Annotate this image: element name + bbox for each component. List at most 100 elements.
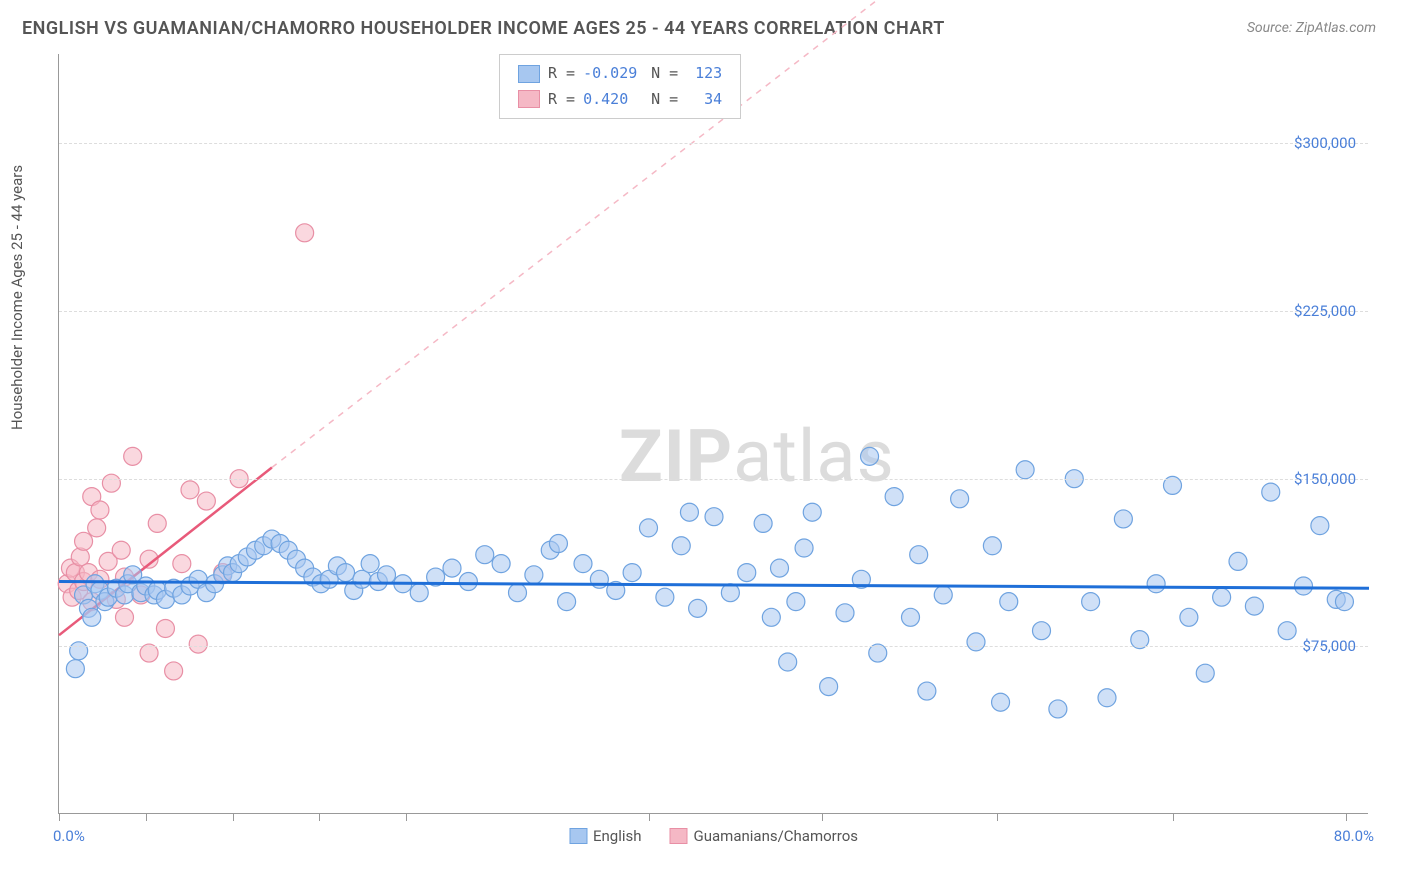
- data-point: [992, 693, 1010, 711]
- x-tick: [822, 813, 823, 821]
- data-point: [1295, 577, 1313, 595]
- data-point: [1098, 689, 1116, 707]
- stats-legend-box: R = -0.029 N = 123R =0.420N =34: [499, 54, 741, 119]
- x-tick: [649, 813, 650, 821]
- data-point: [640, 519, 658, 537]
- data-point: [1213, 588, 1231, 606]
- legend-swatch: [569, 828, 587, 844]
- grid-line: [59, 479, 1368, 480]
- data-point: [983, 537, 1001, 555]
- trend-line: [59, 582, 1369, 589]
- data-point: [1147, 575, 1165, 593]
- data-point: [754, 514, 772, 532]
- stat-n-label: N =: [651, 61, 678, 87]
- data-point: [165, 662, 183, 680]
- data-point: [1033, 622, 1051, 640]
- data-point: [836, 604, 854, 622]
- y-tick-label: $150,000: [1294, 470, 1356, 488]
- data-point: [459, 573, 477, 591]
- data-point: [112, 541, 130, 559]
- data-point: [148, 514, 166, 532]
- data-point: [1335, 593, 1353, 611]
- grid-line: [59, 646, 1368, 647]
- data-point: [549, 535, 567, 553]
- data-point: [181, 481, 199, 499]
- x-tick: [1173, 813, 1174, 821]
- x-axis-max-label: 80.0%: [1334, 827, 1374, 845]
- stat-r-label: R =: [548, 61, 575, 87]
- grid-line: [59, 143, 1368, 144]
- data-point: [70, 642, 88, 660]
- legend-swatch: [670, 828, 688, 844]
- x-tick: [319, 813, 320, 821]
- y-tick-label: $225,000: [1294, 302, 1356, 320]
- data-point: [173, 555, 191, 573]
- stats-row: R = -0.029 N = 123: [518, 61, 722, 87]
- data-point: [820, 678, 838, 696]
- stat-r-value: 0.420: [583, 87, 643, 113]
- data-point: [1114, 510, 1132, 528]
- grid-line: [59, 311, 1368, 312]
- data-point: [296, 224, 314, 242]
- data-point: [689, 599, 707, 617]
- x-tick: [997, 813, 998, 821]
- data-point: [1180, 608, 1198, 626]
- chart-container: ENGLISH VS GUAMANIAN/CHAMORRO HOUSEHOLDE…: [0, 0, 1406, 892]
- plot-area: ZIPatlas R =-0.029N =123R =0.420N =34 0.…: [58, 54, 1368, 814]
- data-point: [934, 586, 952, 604]
- chart-title: ENGLISH VS GUAMANIAN/CHAMORRO HOUSEHOLDE…: [22, 18, 945, 39]
- data-point: [1262, 483, 1280, 501]
- x-tick: [233, 813, 234, 821]
- data-point: [1311, 517, 1329, 535]
- x-tick: [406, 813, 407, 821]
- data-point: [509, 584, 527, 602]
- stat-r-value: -0.029: [583, 61, 643, 87]
- data-point: [156, 619, 174, 637]
- x-tick: [146, 813, 147, 821]
- data-point: [337, 564, 355, 582]
- data-point: [705, 508, 723, 526]
- source-label: Source: ZipAtlas.com: [1247, 20, 1376, 36]
- y-tick-label: $75,000: [1302, 637, 1356, 655]
- data-point: [885, 488, 903, 506]
- data-point: [1000, 593, 1018, 611]
- data-point: [361, 555, 379, 573]
- data-point: [1278, 622, 1296, 640]
- data-point: [967, 633, 985, 651]
- data-point: [1049, 700, 1067, 718]
- data-point: [762, 608, 780, 626]
- data-point: [803, 503, 821, 521]
- data-point: [83, 608, 101, 626]
- legend-label: English: [593, 827, 642, 845]
- legend-bottom: English Guamanians/Chamorros: [569, 827, 858, 845]
- legend-label: Guamanians/Chamorros: [694, 827, 858, 845]
- data-point: [378, 566, 396, 584]
- data-point: [1016, 461, 1034, 479]
- legend-item: Guamanians/Chamorros: [670, 827, 858, 845]
- data-point: [66, 660, 84, 678]
- data-point: [124, 447, 142, 465]
- legend-item: English: [569, 827, 642, 845]
- x-axis-min-label: 0.0%: [53, 827, 85, 845]
- data-point: [902, 608, 920, 626]
- data-point: [189, 635, 207, 653]
- data-point: [558, 593, 576, 611]
- data-point: [410, 584, 428, 602]
- data-point: [787, 593, 805, 611]
- data-point: [910, 546, 928, 564]
- legend-swatch: [518, 90, 540, 108]
- chart-svg: [59, 54, 1368, 813]
- stat-n-value: 123: [686, 61, 722, 87]
- stats-row: R =0.420N =34: [518, 87, 722, 113]
- stat-n-value: 34: [686, 87, 722, 113]
- data-point: [738, 564, 756, 582]
- data-point: [91, 501, 109, 519]
- data-point: [656, 588, 674, 606]
- data-point: [795, 539, 813, 557]
- data-point: [197, 492, 215, 510]
- data-point: [1196, 664, 1214, 682]
- data-point: [951, 490, 969, 508]
- y-tick-label: $300,000: [1294, 134, 1356, 152]
- x-tick: [59, 813, 60, 821]
- data-point: [918, 682, 936, 700]
